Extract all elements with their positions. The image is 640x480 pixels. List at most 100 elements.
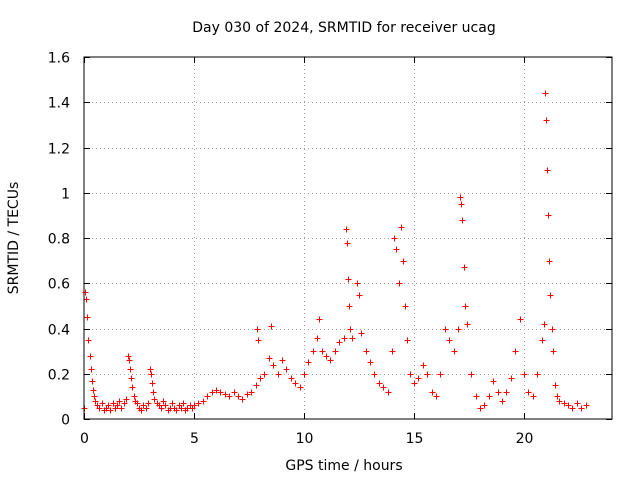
data-point [261, 371, 268, 378]
data-point [549, 326, 556, 333]
ticks-layer [84, 57, 612, 420]
data-point [490, 378, 497, 385]
data-point [404, 337, 411, 344]
data-point [200, 398, 207, 405]
data-point [149, 380, 156, 387]
data-point [89, 378, 96, 385]
data-point [495, 389, 502, 396]
data-point [393, 246, 400, 253]
data-point [554, 393, 561, 400]
x-tick-label: 10 [296, 431, 314, 447]
data-point [297, 384, 304, 391]
data-point [195, 400, 202, 407]
data-point [316, 316, 323, 323]
data-point [473, 393, 480, 400]
data-point [254, 326, 261, 333]
data-point [226, 393, 233, 400]
data-point [363, 348, 370, 355]
data-point [411, 380, 418, 387]
data-point [389, 348, 396, 355]
data-point [88, 366, 95, 373]
data-point [347, 326, 354, 333]
data-point [583, 402, 590, 409]
data-point [541, 321, 548, 328]
data-point [356, 292, 363, 299]
data-point [292, 380, 299, 387]
data-point [391, 235, 398, 242]
data-point [169, 400, 176, 407]
data-point [468, 371, 475, 378]
data-point [525, 389, 532, 396]
data-point [118, 405, 125, 412]
data-point [552, 382, 559, 389]
data-point [354, 280, 361, 287]
data-point [542, 90, 549, 97]
data-point [222, 391, 229, 398]
data-point [253, 382, 260, 389]
data-point [400, 258, 407, 265]
chart-title: Day 030 of 2024, SRMTID for receiver uca… [192, 20, 495, 36]
data-point [116, 398, 123, 405]
data-point [503, 389, 510, 396]
data-point [534, 371, 541, 378]
data-point [343, 226, 350, 233]
data-point [268, 323, 275, 330]
data-point [125, 353, 132, 360]
data-point [140, 402, 147, 409]
data-point [239, 396, 246, 403]
y-tick-label: 1.6 [48, 51, 70, 67]
y-tick-label: 0.6 [48, 277, 70, 293]
grid-layer [84, 57, 612, 419]
data-point [396, 280, 403, 287]
data-point [517, 316, 524, 323]
data-point [455, 326, 462, 333]
data-point [305, 359, 312, 366]
data-point [123, 396, 130, 403]
y-tick-label: 1 [61, 187, 70, 203]
data-point [138, 407, 145, 414]
data-point [429, 389, 436, 396]
data-point [151, 396, 158, 403]
data-point [521, 371, 528, 378]
data-point [150, 389, 157, 396]
y-tick-labels: 0 0.2 0.4 0.6 0.8 1 1.2 1.4 1.6 [48, 51, 70, 429]
data-point [457, 194, 464, 201]
data-point [327, 357, 334, 364]
data-point [323, 353, 330, 360]
data-point [283, 366, 290, 373]
x-tick-label: 0 [80, 431, 89, 447]
data-point [376, 380, 383, 387]
y-tick-label: 1.2 [48, 142, 70, 158]
data-point [92, 398, 99, 405]
data-point [191, 402, 198, 409]
data-point [96, 405, 103, 412]
data-point [508, 375, 515, 382]
data-point [398, 224, 405, 231]
data-point [578, 405, 585, 412]
data-point [420, 362, 427, 369]
data-point [126, 357, 133, 364]
data-point [358, 330, 365, 337]
data-point [275, 371, 282, 378]
data-point [107, 407, 114, 414]
data-point [85, 337, 92, 344]
data-point [209, 389, 216, 396]
data-point [574, 400, 581, 407]
data-point [543, 117, 550, 124]
x-axis-label: GPS time / hours [285, 458, 402, 474]
data-point [110, 400, 117, 407]
data-point [91, 393, 98, 400]
data-point [90, 387, 97, 394]
data-point [131, 393, 138, 400]
data-point [550, 348, 557, 355]
data-point [477, 405, 484, 412]
data-point [437, 371, 444, 378]
data-point [486, 393, 493, 400]
data-point [270, 362, 277, 369]
data-point [385, 389, 392, 396]
data-point [105, 402, 112, 409]
data-point [128, 375, 135, 382]
data-point [288, 375, 295, 382]
data-point [213, 387, 220, 394]
